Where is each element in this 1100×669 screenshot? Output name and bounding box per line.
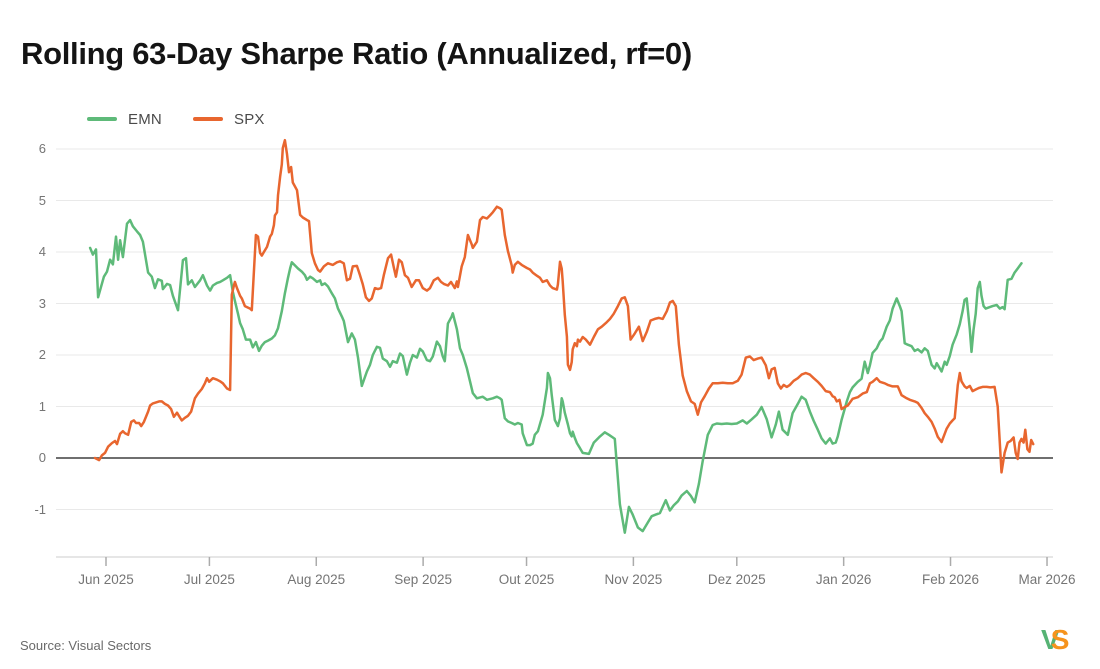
- y-axis-label: 1: [38, 398, 46, 414]
- emn-line-swatch: [87, 117, 117, 121]
- legend-item-spx: SPX: [193, 110, 265, 128]
- y-axis-label: 0: [38, 450, 46, 465]
- x-axis-label: Jun 2025: [78, 572, 134, 587]
- y-axis-label: -1: [34, 501, 46, 517]
- x-axis-label: Dez 2025: [707, 572, 766, 587]
- spx-line-swatch: [193, 117, 223, 121]
- x-axis-label: Aug 2025: [287, 572, 346, 587]
- legend-label-emn: EMN: [128, 110, 162, 128]
- y-axis-label: 4: [38, 244, 46, 259]
- series-line-spx: [93, 138, 1035, 474]
- y-axis-label: 2: [38, 347, 46, 362]
- x-axis-label: Jul 2025: [183, 572, 235, 587]
- x-axis-label: Nov 2025: [604, 572, 663, 587]
- source-text: Source: Visual Sectors: [20, 638, 152, 653]
- logo-letter-v: V: [1041, 624, 1060, 655]
- legend-item-emn: EMN: [87, 110, 162, 128]
- x-axis-label: Sep 2025: [394, 572, 453, 587]
- series-line-emn: [88, 218, 1023, 534]
- x-axis-label: Mar 2026: [1018, 572, 1076, 587]
- visual-sectors-logo: VS: [1041, 624, 1070, 656]
- y-axis-label: 5: [38, 192, 46, 208]
- x-axis-label: Out 2025: [498, 572, 555, 587]
- y-axis-label: 3: [38, 295, 46, 311]
- y-axis-label: 6: [38, 141, 46, 156]
- logo-letter-s: S: [1050, 624, 1070, 655]
- page-title: Rolling 63-Day Sharpe Ratio (Annualized,…: [21, 36, 692, 71]
- x-axis-label: Feb 2026: [921, 572, 980, 587]
- legend-label-spx: SPX: [234, 110, 265, 128]
- x-axis-label: Jan 2026: [815, 572, 872, 587]
